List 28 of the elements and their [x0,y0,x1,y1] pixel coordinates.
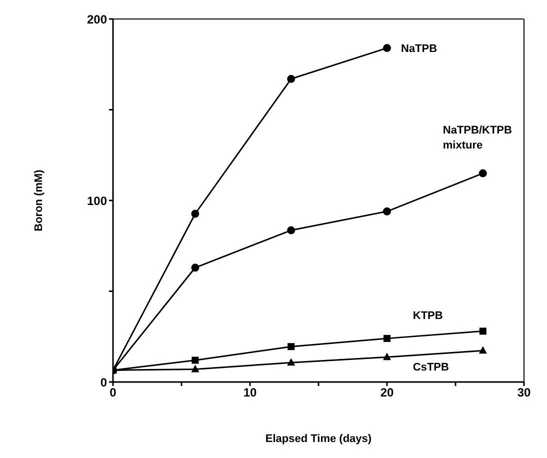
point [192,356,199,364]
point [478,346,487,354]
x-tick-label: 0 [110,386,117,400]
point [478,169,487,178]
series-label: CsTPB [412,362,450,374]
y-tick-label: 100 [86,194,108,208]
point [479,328,486,335]
point [287,358,296,366]
point [384,334,390,342]
series-label: NaTPB [401,43,438,56]
point [191,364,200,372]
point [383,44,391,52]
x-tick-label: 20 [380,386,394,400]
x-tick-label: 10 [243,386,257,400]
point [287,74,296,83]
point [288,343,295,350]
text: NaTPB/KTPB mixture [442,124,512,152]
x-axis-title: Elapsed Time (days) [265,433,372,445]
y-tick-label: 0 [100,375,108,390]
point [383,352,391,360]
point [287,226,296,234]
point [191,210,200,218]
y-tick-label: 200 [86,12,108,26]
x-tick-label: 30 [517,386,531,400]
y-axis-title: Boron (mM) [32,169,45,232]
point [191,264,200,272]
point [383,207,391,216]
series-label: KTPB [412,310,443,322]
